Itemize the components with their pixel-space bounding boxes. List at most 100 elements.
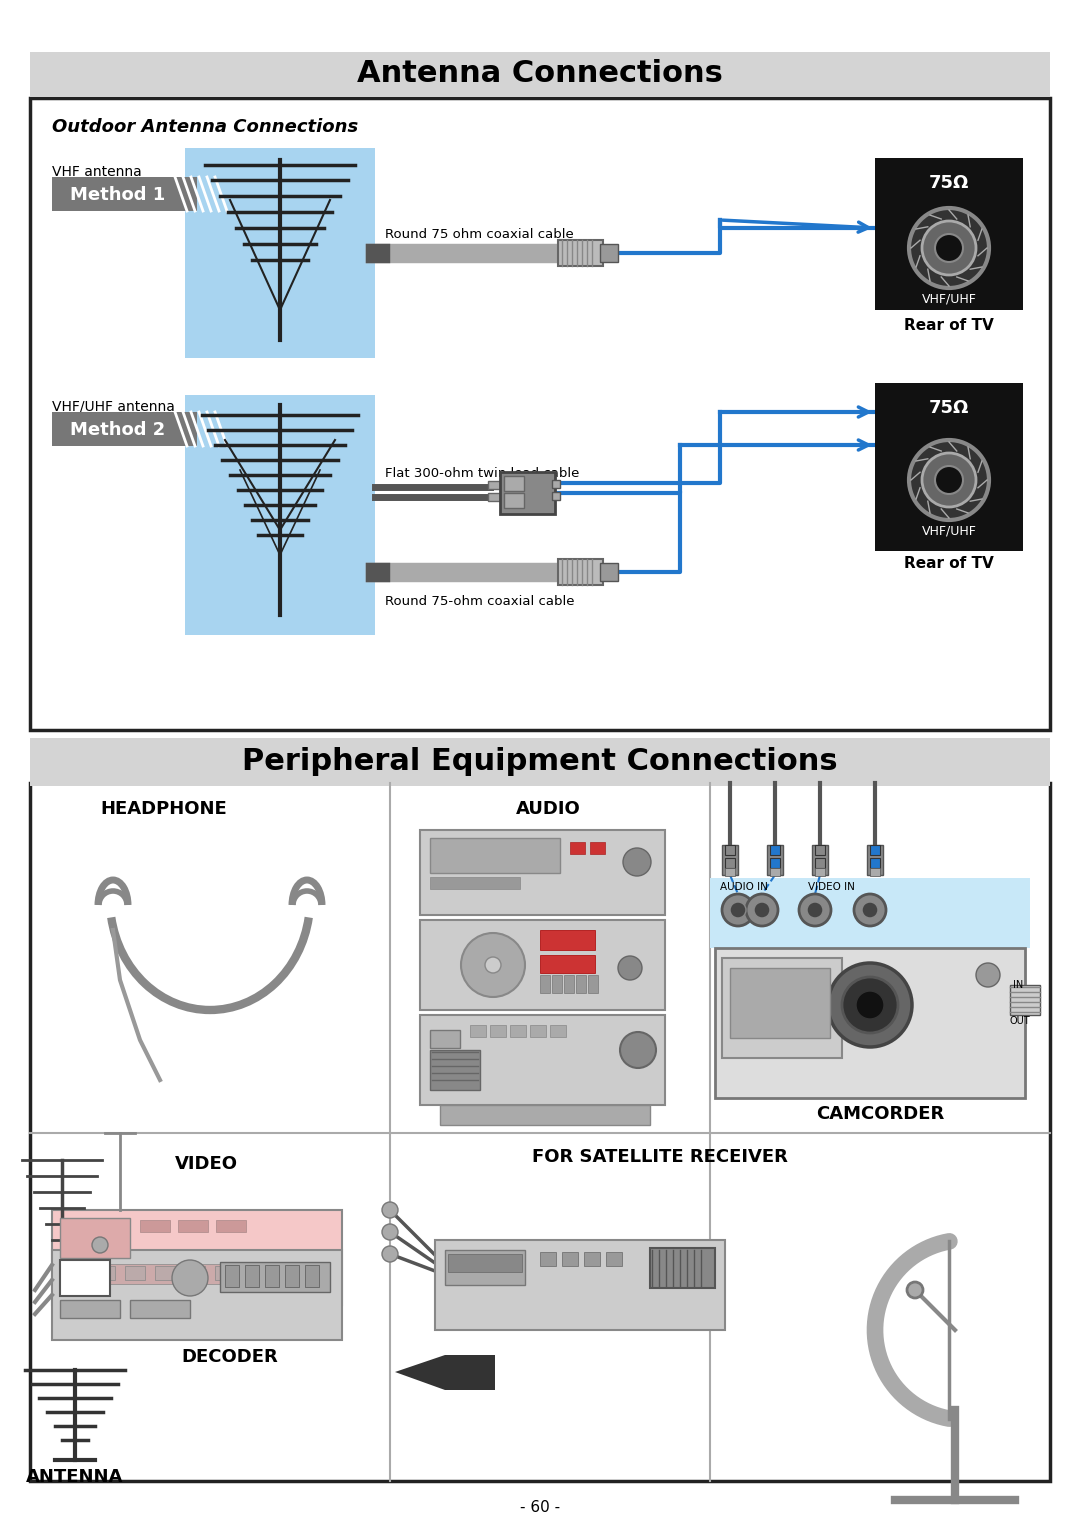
Bar [30, 52, 1050, 96]
Bar [1010, 985, 1040, 1015]
Circle shape [746, 894, 778, 927]
Bar [867, 846, 883, 875]
Bar [550, 1024, 566, 1037]
Bar [52, 1209, 342, 1304]
Circle shape [909, 440, 989, 520]
Bar [770, 868, 780, 876]
Circle shape [623, 849, 651, 876]
Bar [584, 1252, 600, 1266]
Bar [488, 492, 500, 502]
Text: OUT: OUT [1010, 1015, 1030, 1026]
Bar [710, 878, 1030, 948]
Bar [60, 1264, 310, 1284]
Bar [60, 1300, 120, 1318]
Circle shape [922, 222, 976, 275]
Bar [558, 240, 603, 266]
Bar [445, 1355, 495, 1390]
Bar [430, 838, 561, 873]
Bar [558, 560, 603, 586]
Circle shape [922, 453, 976, 508]
Circle shape [935, 234, 963, 261]
Text: FOR SATELLITE RECEIVER: FOR SATELLITE RECEIVER [532, 1148, 788, 1167]
Circle shape [754, 902, 770, 917]
Circle shape [172, 1260, 208, 1297]
Bar [490, 1024, 507, 1037]
Bar [715, 948, 1025, 1098]
Text: Rear of TV: Rear of TV [904, 318, 994, 333]
Bar [225, 1264, 239, 1287]
Text: HEADPHONE: HEADPHONE [100, 800, 227, 818]
Bar [220, 1261, 330, 1292]
Text: Rear of TV: Rear of TV [904, 557, 994, 570]
Bar [767, 846, 783, 875]
Circle shape [856, 991, 885, 1018]
Circle shape [799, 894, 831, 927]
Bar [448, 1254, 522, 1272]
Bar [564, 976, 573, 992]
Bar [65, 1266, 85, 1280]
Bar [530, 1024, 546, 1037]
Bar [265, 1264, 279, 1287]
Circle shape [854, 894, 886, 927]
Bar [500, 472, 555, 514]
Text: VIDEO: VIDEO [175, 1154, 238, 1173]
Circle shape [842, 977, 897, 1034]
Bar [60, 1219, 130, 1258]
Text: Round 75-ohm coaxial cable: Round 75-ohm coaxial cable [384, 595, 575, 609]
Circle shape [485, 957, 501, 972]
Circle shape [862, 902, 878, 917]
Bar [875, 157, 1023, 310]
Bar [725, 846, 735, 855]
Text: AUDIO IN: AUDIO IN [720, 882, 768, 891]
Bar [815, 858, 825, 868]
Bar [125, 1266, 145, 1280]
Text: - 60 -: - 60 - [519, 1500, 561, 1515]
Text: Method 1: Method 1 [70, 187, 165, 203]
Bar [95, 1266, 114, 1280]
Text: VHF/UHF antenna: VHF/UHF antenna [52, 401, 175, 414]
Bar [504, 492, 524, 508]
Bar [430, 1031, 460, 1047]
Bar [60, 1260, 110, 1297]
Bar [570, 842, 585, 855]
Bar [588, 976, 598, 992]
Bar [30, 98, 1050, 729]
Bar [600, 245, 618, 261]
Text: VHF/UHF: VHF/UHF [921, 524, 976, 537]
Bar [430, 878, 519, 888]
Bar [445, 1251, 525, 1284]
Bar [770, 858, 780, 868]
Bar [540, 1252, 556, 1266]
Text: AUDIO: AUDIO [515, 800, 580, 818]
Circle shape [618, 956, 642, 980]
Bar [430, 1050, 480, 1090]
Bar [440, 1105, 650, 1125]
Bar [590, 842, 605, 855]
Text: Antenna Connections: Antenna Connections [357, 60, 723, 89]
Bar [216, 1220, 246, 1232]
Circle shape [382, 1225, 399, 1240]
Bar [185, 394, 375, 635]
Bar [275, 1266, 295, 1280]
Text: Peripheral Equipment Connections: Peripheral Equipment Connections [242, 748, 838, 777]
Bar [812, 846, 828, 875]
Polygon shape [395, 1355, 445, 1390]
Circle shape [909, 208, 989, 287]
Bar [420, 920, 665, 1011]
Text: Flat 300-ohm twin lead cable: Flat 300-ohm twin lead cable [384, 466, 579, 480]
Bar [510, 1024, 526, 1037]
Bar [156, 1266, 175, 1280]
Text: CAMCORDER: CAMCORDER [815, 1105, 944, 1122]
Circle shape [907, 1281, 923, 1298]
Bar [600, 563, 618, 581]
Bar [140, 1220, 170, 1232]
Bar [420, 1015, 665, 1105]
Bar [504, 476, 524, 491]
Bar [540, 976, 550, 992]
Bar [552, 480, 561, 488]
Bar [870, 868, 880, 876]
Text: VHF antenna: VHF antenna [52, 165, 141, 179]
Bar [723, 959, 842, 1058]
Bar [540, 956, 595, 972]
Bar [650, 1248, 715, 1287]
